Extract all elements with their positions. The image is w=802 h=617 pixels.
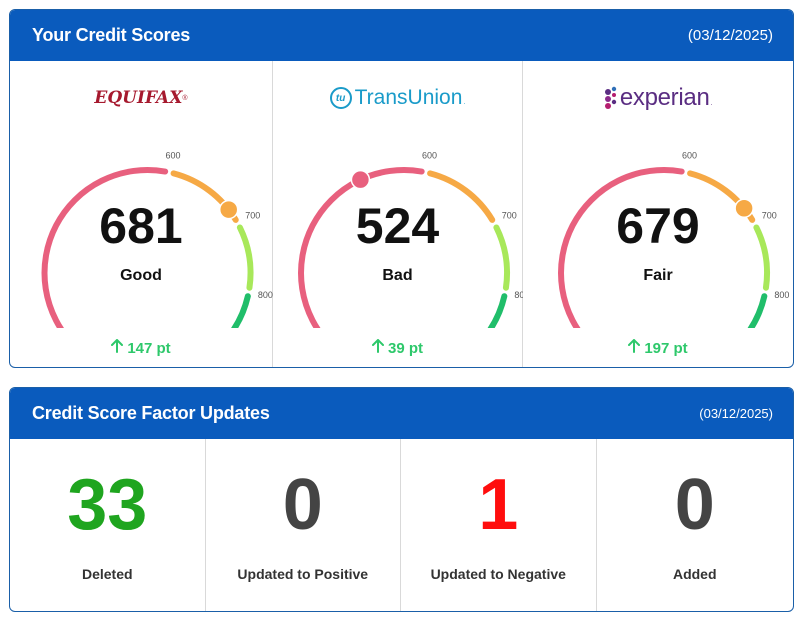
factor-updated-negative: 1 Updated to Negative <box>401 439 597 611</box>
credit-score-rating: Fair <box>643 267 673 284</box>
gauge-tick-label: 800 <box>774 290 789 300</box>
factor-added: 0 Added <box>597 439 794 611</box>
experian-logo: experian . <box>523 81 793 115</box>
factor-updates-card: Credit Score Factor Updates (03/12/2025)… <box>9 387 794 612</box>
score-change-text: 197 pt <box>644 340 688 357</box>
bureau-panel-equifax: EQUIFAX ® 600 700 800 681 Good 147 pt <box>10 61 273 367</box>
gauge-tick-label: 600 <box>165 151 180 161</box>
factor-updates-date: (03/12/2025) <box>699 406 773 421</box>
credit-scores-title: Your Credit Scores <box>32 25 191 45</box>
gauge-marker <box>734 198 754 219</box>
credit-scores-card: Your Credit Scores (03/12/2025) EQUIFAX ®… <box>9 9 794 368</box>
arrow-up-icon <box>371 339 384 357</box>
gauge-segment-excellent <box>487 293 508 328</box>
credit-score-rating: Bad <box>382 267 413 284</box>
gauge-tick-label: 800 <box>258 290 273 300</box>
gauge-segment-excellent <box>230 293 251 328</box>
gauge-segment-good <box>753 224 770 291</box>
factor-updated-positive: 0 Updated to Positive <box>206 439 401 611</box>
gauge-svg: 600 700 800 <box>298 151 523 328</box>
gauge-tick-label: 800 <box>514 290 523 300</box>
experian-dots-icon <box>604 86 617 109</box>
equifax-logo-text: EQUIFAX <box>94 88 183 108</box>
gauge-tick-label: 700 <box>762 211 777 221</box>
factor-updates-title: Credit Score Factor Updates <box>32 403 270 423</box>
gauge-tick-label: 700 <box>245 211 260 221</box>
bureau-panels: EQUIFAX ® 600 700 800 681 Good 147 pt tu Tr… <box>10 61 793 367</box>
gauge-segment-poor <box>41 167 169 328</box>
score-gauge: 600 700 800 <box>10 113 273 328</box>
gauge-segment-poor <box>298 167 425 328</box>
score-change: 147 pt <box>10 339 272 357</box>
gauge-tick-label: 600 <box>422 151 437 161</box>
transunion-logo-text: TransUnion <box>354 86 463 109</box>
score-change: 39 pt <box>273 339 522 357</box>
equifax-logo: EQUIFAX ® <box>10 81 272 115</box>
factor-deleted: 33 Deleted <box>10 439 206 611</box>
bureau-panel-experian: experian . 600 700 800 679 Fair 197 pt <box>523 61 793 367</box>
gauge-tick-label: 600 <box>682 151 697 161</box>
gauge-segment-good <box>493 224 510 291</box>
experian-logo-text: experian <box>619 84 710 111</box>
equifax-registered-mark: ® <box>182 94 188 102</box>
score-gauge: 600 700 800 <box>523 113 793 328</box>
gauge-segment-excellent <box>747 293 768 328</box>
experian-logo-dot: . <box>710 100 713 107</box>
factor-label: Added <box>672 566 717 582</box>
gauge-segment-poor <box>558 167 685 328</box>
score-change-text: 147 pt <box>127 340 171 357</box>
arrow-up-icon <box>628 339 641 357</box>
factor-label: Deleted <box>81 566 133 582</box>
transunion-logo-dot: . <box>463 99 466 106</box>
transunion-mark-icon: tu <box>329 87 352 109</box>
score-change: 197 pt <box>523 339 793 357</box>
gauge-marker <box>218 199 239 220</box>
bureau-panel-transunion: tu TransUnion . 600 700 800 524 Bad 39 pt <box>273 61 523 367</box>
factor-stats: 33 Deleted 0 Updated to Positive 1 Updat… <box>10 439 793 611</box>
gauge-svg: 600 700 800 <box>41 151 273 328</box>
arrow-up-icon <box>111 339 124 357</box>
credit-score-rating: Good <box>120 267 162 284</box>
factor-updates-header: Credit Score Factor Updates (03/12/2025) <box>10 388 793 439</box>
factor-count: 33 <box>67 465 148 545</box>
gauge-svg: 600 700 800 <box>558 151 789 328</box>
factor-label: Updated to Negative <box>430 566 566 582</box>
credit-score-value: 524 <box>355 198 440 254</box>
factor-count: 0 <box>674 465 715 545</box>
factor-count: 1 <box>478 465 519 545</box>
score-change-text: 39 pt <box>387 340 423 357</box>
gauge-segment-good <box>236 224 254 291</box>
factor-label: Updated to Positive <box>237 566 369 582</box>
credit-scores-date: (03/12/2025) <box>687 27 773 44</box>
credit-score-value: 681 <box>99 198 183 254</box>
credit-scores-header: Your Credit Scores (03/12/2025) <box>10 10 793 61</box>
credit-score-value: 679 <box>616 198 700 254</box>
gauge-marker <box>350 169 371 190</box>
score-gauge: 600 700 800 <box>273 113 523 328</box>
factor-count: 0 <box>282 465 323 545</box>
gauge-segment-fair <box>427 170 496 223</box>
gauge-tick-label: 700 <box>502 211 517 221</box>
transunion-logo: tu TransUnion . <box>273 81 522 115</box>
